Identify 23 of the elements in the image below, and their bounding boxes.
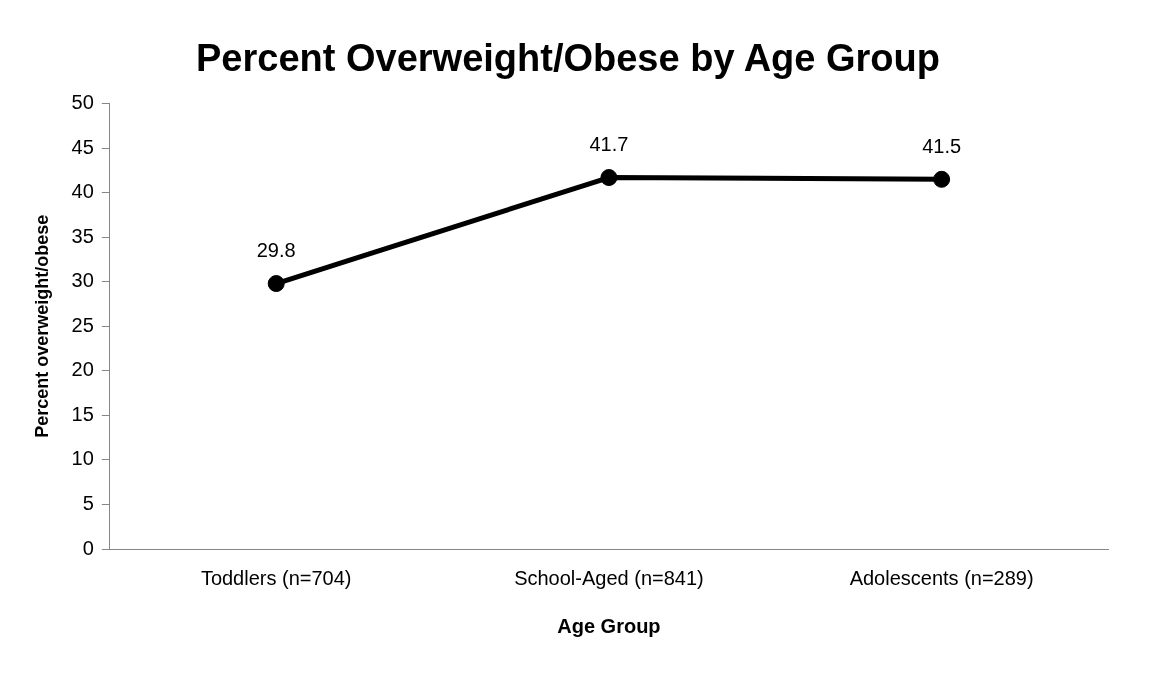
data-label: 41.7 <box>589 133 629 156</box>
point <box>933 170 951 188</box>
y-tick-label: 25 <box>71 313 94 336</box>
x-axis-title: Age Group <box>557 614 661 637</box>
y-tick-label: 10 <box>71 447 94 470</box>
y-tick-label: 5 <box>82 491 94 514</box>
x-tick-label: Adolescents (n=289) <box>849 566 1034 589</box>
chart-title: Percent Overweight/Obese by Age Group <box>195 37 941 80</box>
point <box>600 169 618 187</box>
data-label: 41.5 <box>922 134 962 157</box>
y-tick-label: 40 <box>71 180 94 203</box>
y-tick-label: 30 <box>71 269 94 292</box>
y-axis-title: Percent overweight/obese <box>31 214 52 438</box>
y-tick-label: 15 <box>71 402 94 425</box>
data-label: 29.8 <box>256 239 296 262</box>
y-tick-label: 20 <box>71 358 94 381</box>
y-tick-label: 45 <box>71 135 94 158</box>
y-tick-label: 50 <box>71 91 94 114</box>
point <box>267 275 285 293</box>
y-tick-label: 35 <box>71 224 94 247</box>
x-tick-label: Toddlers (n=704) <box>200 566 352 589</box>
x-tick-label: School-Aged (n=841) <box>514 566 704 589</box>
y-tick-label: 0 <box>82 536 94 559</box>
